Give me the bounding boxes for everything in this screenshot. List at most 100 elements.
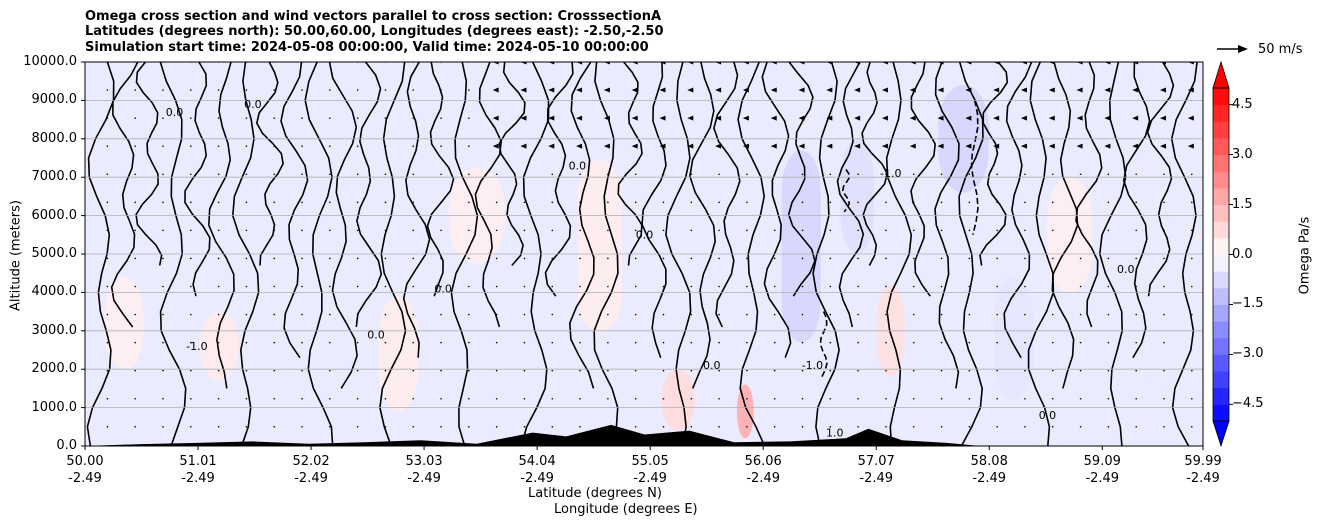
wind-vector-dot [1107, 173, 1110, 176]
wind-vector-arrow [548, 62, 555, 65]
wind-vector-dot [384, 89, 387, 91]
wind-vector-dot [440, 257, 442, 260]
wind-vector-dot [940, 229, 943, 232]
y-tick-label: 4000.0 [31, 284, 78, 300]
wind-vector-dot [912, 369, 915, 372]
contour-line-zero [474, 62, 503, 328]
wind-vector-dot [1163, 173, 1165, 176]
wind-vector-dot [634, 229, 637, 232]
wind-vector-dot [468, 313, 470, 316]
wind-vector-arrow [742, 62, 749, 65]
wind-vector-dot [940, 426, 943, 428]
wind-vector-dot [885, 285, 887, 288]
colorbar-segment [1213, 154, 1229, 172]
wind-vector-dot [829, 369, 832, 372]
wind-vector-dot [829, 257, 832, 260]
wind-vector-dot [495, 257, 498, 260]
wind-vector-arrow [770, 62, 777, 65]
contour-line-zero [1122, 62, 1151, 359]
omega-region [840, 138, 874, 254]
wind-vector-arrow [854, 62, 861, 65]
wind-vector-dot [301, 257, 303, 260]
wind-vector-dot [468, 426, 470, 428]
wind-vector-arrow [1104, 87, 1111, 93]
wind-vector-dot [912, 173, 915, 176]
x-tick-label: 57.07 -2.49 [857, 454, 895, 486]
wind-vector-dot [468, 397, 470, 400]
y-tick-label: 5000.0 [31, 246, 78, 261]
contour-label: 0.0 [367, 328, 385, 341]
wind-vector-arrow [909, 87, 916, 93]
wind-vector-dot [1051, 201, 1054, 204]
wind-vector-arrow [576, 87, 583, 93]
wind-vector-dot [384, 341, 387, 344]
wind-vector-dot [1163, 229, 1165, 232]
wind-vector-arrow [965, 62, 972, 65]
wind-vector-arrow [965, 87, 972, 93]
wind-vector-dot [301, 89, 303, 91]
contour-line-zero [1003, 62, 1033, 359]
wind-vector-dot [356, 229, 359, 232]
wind-vector-dot [1051, 229, 1054, 232]
wind-vector-dot [579, 229, 581, 232]
wind-vector-dot [662, 397, 665, 400]
wind-vector-dot [607, 173, 609, 176]
wind-vector-dot [607, 285, 609, 288]
wind-vector-arrow [1076, 143, 1083, 149]
contour-line-zero [110, 62, 139, 328]
wind-vector-arrow [881, 87, 888, 93]
wind-vector-dot [468, 229, 470, 232]
wind-vector-dot [607, 397, 609, 400]
x-tick-label: 59.09 -2.49 [1083, 454, 1121, 486]
chart-title-line-1: Omega cross section and wind vectors par… [85, 9, 662, 24]
wind-vector-dot [440, 397, 442, 400]
wind-vector-arrow [520, 115, 527, 121]
wind-vector-dot [468, 285, 470, 288]
wind-vector-dot [245, 397, 248, 400]
colorbar-tick-label: −4.5 [1232, 396, 1264, 412]
wind-vector-dot [746, 285, 748, 288]
contour-line-zero [498, 62, 526, 267]
wind-vector-dot [384, 145, 387, 147]
wind-vector-dot [440, 369, 442, 372]
wind-vector-dot [384, 426, 387, 428]
wind-vector-dot [1191, 229, 1193, 232]
wind-vector-arrow [1020, 62, 1027, 65]
wind-vector-dot [189, 89, 192, 91]
wind-vector-dot [162, 173, 164, 176]
wind-vector-dot [607, 201, 609, 204]
wind-vector-dot [273, 426, 276, 428]
wind-vector-dot [301, 229, 303, 232]
wind-vector-dot [468, 173, 470, 176]
wind-vector-dot [356, 145, 359, 147]
wind-vector-arrow [1104, 62, 1111, 65]
wind-vector-dot [440, 313, 442, 316]
wind-vector-dot [662, 369, 665, 372]
wind-vector-dot [468, 369, 470, 372]
wind-vector-dot [162, 313, 164, 316]
wind-vector-arrow [631, 87, 638, 93]
colorbar-segment [1213, 88, 1229, 106]
wind-vector-dot [440, 285, 442, 288]
x-axis-label-secondary: Longitude (degrees E) [554, 502, 698, 517]
wind-vector-dot [912, 341, 915, 344]
wind-vector-dot [857, 341, 859, 344]
colorbar-segment [1213, 271, 1229, 289]
wind-vector-dot [551, 341, 554, 344]
wind-vector-dot [134, 173, 136, 176]
wind-vector-dot [857, 285, 859, 288]
wind-vector-dot [412, 285, 415, 288]
wind-vector-dot [1107, 201, 1110, 204]
wind-vector-dot [329, 397, 331, 400]
wind-vector-dot [885, 173, 887, 176]
wind-vector-dot [746, 397, 748, 400]
wind-vector-dot [245, 426, 248, 428]
colorbar-segment [1213, 204, 1229, 222]
wind-vector-dot [495, 201, 498, 204]
wind-vector-dot [1051, 369, 1054, 372]
x-tick-label: 50.00 -2.49 [66, 454, 104, 486]
y-tick-label: 0.0 [56, 438, 77, 453]
contour-label: 1.0 [826, 426, 844, 439]
wind-vector-dot [996, 397, 998, 400]
wind-vector-arrow [1160, 87, 1167, 93]
